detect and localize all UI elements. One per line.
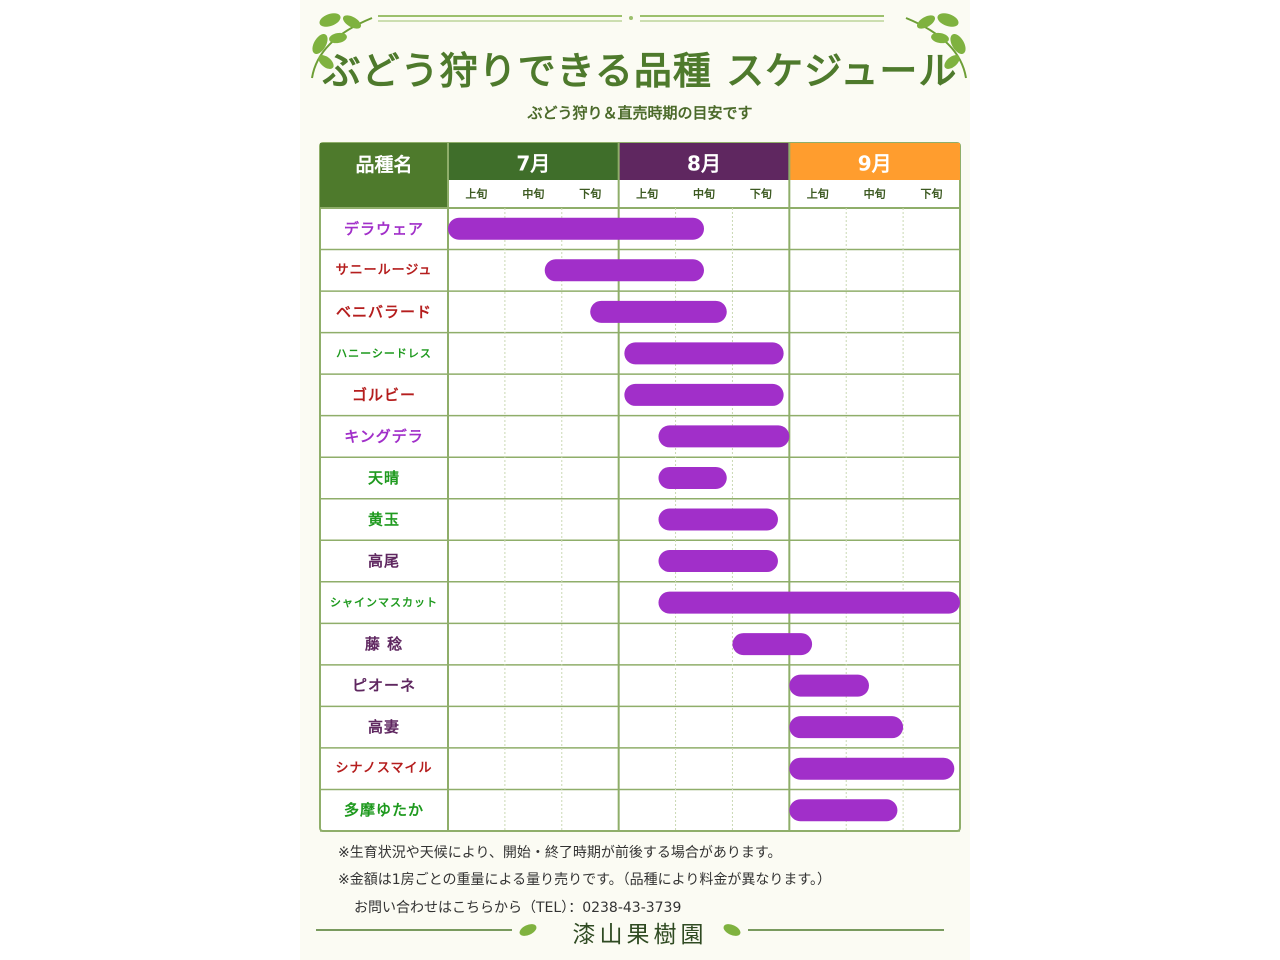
season-bar xyxy=(590,300,727,323)
footer-ornament xyxy=(316,924,944,936)
period-label: 中旬 xyxy=(693,187,715,201)
season-bar xyxy=(658,591,960,614)
page-title: ぶどう狩りできる品種 スケジュール xyxy=(322,49,958,93)
season-bar xyxy=(624,342,784,365)
season-bar xyxy=(658,425,790,448)
month-label: 7月 xyxy=(516,152,550,176)
variety-name: ベニバラード xyxy=(336,303,432,321)
variety-name: 高妻 xyxy=(368,718,400,736)
variety-name: 黄玉 xyxy=(368,511,400,529)
month-label: 8月 xyxy=(687,152,721,176)
period-label: 中旬 xyxy=(864,187,886,201)
note-pricing: ※金額は1房ごとの重量による量り売りです。（品種により料金が異なります。） xyxy=(338,872,831,888)
season-bar xyxy=(732,633,813,656)
period-label: 上旬 xyxy=(465,187,487,201)
period-label: 中旬 xyxy=(522,187,544,201)
season-bar xyxy=(448,217,704,240)
variety-name: シャインマスカット xyxy=(330,596,438,609)
variety-name: デラウェア xyxy=(344,220,424,238)
variety-name: 天晴 xyxy=(368,469,400,487)
farm-name: 漆山果樹園 xyxy=(572,922,708,948)
season-bar xyxy=(658,508,778,531)
variety-name: ピオーネ xyxy=(352,677,416,695)
leaf-sprig-icon xyxy=(723,924,741,936)
variety-name: 高尾 xyxy=(368,552,400,570)
variety-header-cell xyxy=(320,143,448,208)
period-label: 下旬 xyxy=(921,187,943,201)
season-bar xyxy=(789,716,904,739)
period-label: 下旬 xyxy=(579,187,601,201)
variety-name: シナノスマイル xyxy=(336,761,433,776)
period-label: 下旬 xyxy=(750,187,772,201)
month-header-2 xyxy=(618,143,790,180)
variety-name: 多摩ゆたか xyxy=(344,801,424,819)
page-subtitle: ぶどう狩り＆直売時期の目安です xyxy=(527,104,753,122)
variety-name: ゴルビー xyxy=(352,386,416,404)
leaf-sprig-icon xyxy=(519,924,537,936)
month-label: 9月 xyxy=(858,152,892,176)
season-bar xyxy=(789,757,955,780)
period-label: 上旬 xyxy=(636,187,658,201)
season-bar xyxy=(544,259,704,282)
season-bar xyxy=(658,466,727,489)
note-growth: ※生育状況や天候により、開始・終了時期が前後する場合があります。 xyxy=(338,845,782,861)
variety-header-label: 品種名 xyxy=(355,153,412,176)
contact-info: お問い合わせはこちらから（TEL）：0238-43-3739 xyxy=(354,900,682,916)
leaf-sprig-icon xyxy=(905,13,967,79)
leaf-sprig-icon xyxy=(311,13,373,79)
month-header-3 xyxy=(789,143,960,180)
variety-name: キングデラ xyxy=(344,427,424,445)
season-bar xyxy=(624,383,784,406)
month-header-1 xyxy=(448,143,619,180)
season-bar xyxy=(658,550,778,573)
top-ornament xyxy=(378,15,884,22)
period-label: 上旬 xyxy=(807,187,829,201)
variety-name: 藤 稔 xyxy=(365,635,403,653)
variety-name: サニールージュ xyxy=(336,263,433,278)
season-bar xyxy=(789,674,869,697)
season-bar xyxy=(789,799,898,822)
variety-name: ハニーシードレス xyxy=(336,347,432,360)
